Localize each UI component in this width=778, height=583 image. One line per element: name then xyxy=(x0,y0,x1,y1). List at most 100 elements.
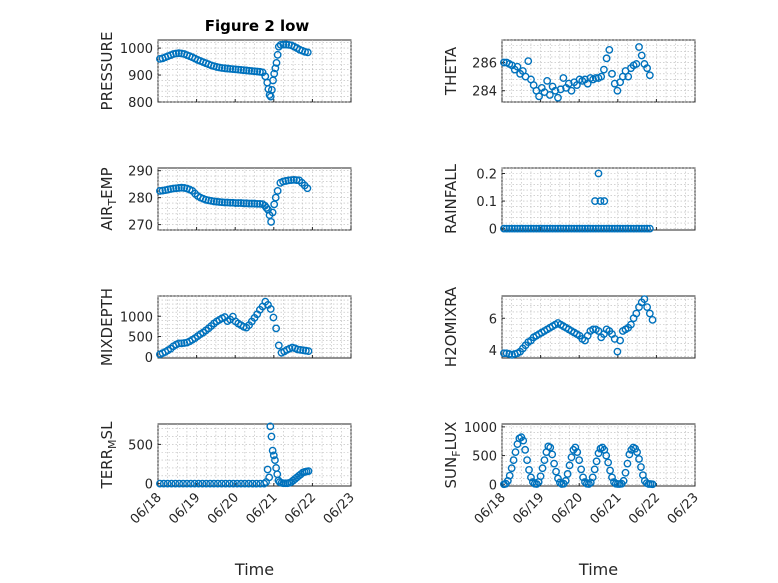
x-tick-label: 06/21 xyxy=(588,490,625,527)
data-point xyxy=(577,465,586,474)
data-point xyxy=(210,479,218,488)
data-point xyxy=(570,224,579,233)
data-point xyxy=(554,224,562,233)
data-point xyxy=(260,479,269,488)
data-point xyxy=(590,465,599,474)
data-point xyxy=(212,197,221,206)
y-tick-label: 286 xyxy=(472,57,497,72)
data-point xyxy=(645,71,654,80)
data-point xyxy=(608,224,616,233)
y-tick-label: 0 xyxy=(145,478,153,493)
y-tick-label: 0 xyxy=(145,351,153,366)
data-point xyxy=(597,224,606,233)
data-point xyxy=(218,198,226,207)
data-point xyxy=(536,472,545,481)
data-point xyxy=(575,456,584,465)
data-point xyxy=(572,224,581,233)
data-point xyxy=(564,224,573,233)
x-tick-label: 06/20 xyxy=(205,490,242,527)
data-point xyxy=(177,183,186,192)
data-point xyxy=(608,473,616,482)
data-point xyxy=(635,455,643,463)
data-point xyxy=(604,458,613,467)
data-point xyxy=(591,74,600,82)
data-point xyxy=(606,466,614,475)
data-point xyxy=(228,198,237,207)
data-point xyxy=(245,199,253,208)
data-point xyxy=(225,479,234,488)
data-point xyxy=(562,224,570,233)
data-point xyxy=(289,175,298,184)
data-point xyxy=(527,473,535,482)
data-point xyxy=(508,224,516,233)
data-point xyxy=(556,224,565,233)
data-point xyxy=(643,303,652,312)
data-point xyxy=(616,224,625,233)
data-series xyxy=(500,169,654,233)
data-point xyxy=(523,456,531,465)
data-point xyxy=(578,224,587,233)
data-point xyxy=(586,224,595,233)
data-point xyxy=(269,313,278,322)
data-series xyxy=(500,433,657,489)
data-point xyxy=(174,339,183,348)
data-point xyxy=(263,465,272,474)
data-point xyxy=(643,64,652,73)
data-point xyxy=(267,85,276,94)
data-point xyxy=(169,184,178,193)
data-point xyxy=(500,224,508,233)
x-tick-label: 06/18 xyxy=(472,490,509,527)
data-point xyxy=(247,199,256,208)
x-tick-label: 06/23 xyxy=(665,490,702,527)
data-point xyxy=(627,224,635,233)
data-point xyxy=(621,468,630,477)
y-tick-label: 1000 xyxy=(120,310,153,325)
subplot-3: 270 280 290 AIRTEMP xyxy=(98,165,352,234)
data-point xyxy=(269,451,278,460)
data-point xyxy=(274,42,283,51)
data-point xyxy=(543,76,552,85)
data-point xyxy=(594,449,603,458)
data-point xyxy=(220,64,229,73)
data-point xyxy=(559,74,568,82)
y-tick-label: 500 xyxy=(128,438,153,453)
data-point xyxy=(276,40,285,49)
data-point xyxy=(624,224,633,233)
data-point xyxy=(279,40,288,49)
x-tick-label: 06/19 xyxy=(510,490,547,527)
data-point xyxy=(500,58,508,67)
data-point xyxy=(186,479,195,488)
data-point xyxy=(616,336,625,345)
data-point xyxy=(583,224,592,233)
subplot-grid: 800 900 1000 PRESSURE 284 286 THETA 270 280 290 AI… xyxy=(98,32,702,579)
data-point xyxy=(596,197,605,205)
data-point xyxy=(247,67,256,75)
y-axis-label: THETA xyxy=(442,46,460,96)
data-point xyxy=(600,197,609,205)
y-tick-label: 0 xyxy=(489,478,497,493)
data-point xyxy=(621,224,630,233)
data-point xyxy=(156,479,164,488)
data-point xyxy=(521,445,530,454)
data-point xyxy=(266,305,275,313)
data-point xyxy=(602,54,611,63)
data-point xyxy=(240,479,249,488)
data-series xyxy=(500,295,657,359)
data-point xyxy=(552,467,560,476)
data-point xyxy=(231,199,240,207)
data-point xyxy=(584,480,593,488)
data-point xyxy=(556,85,565,94)
data-point xyxy=(287,176,296,185)
data-point xyxy=(571,443,580,452)
data-point xyxy=(645,309,654,318)
data-point xyxy=(509,456,518,465)
y-tick-label: 4 xyxy=(489,344,497,359)
data-point xyxy=(573,448,582,457)
x-axis-label: Time xyxy=(578,560,618,579)
data-point xyxy=(594,224,603,233)
data-point xyxy=(223,198,232,207)
data-point xyxy=(226,64,235,73)
data-point xyxy=(172,49,181,58)
data-point xyxy=(551,86,560,95)
